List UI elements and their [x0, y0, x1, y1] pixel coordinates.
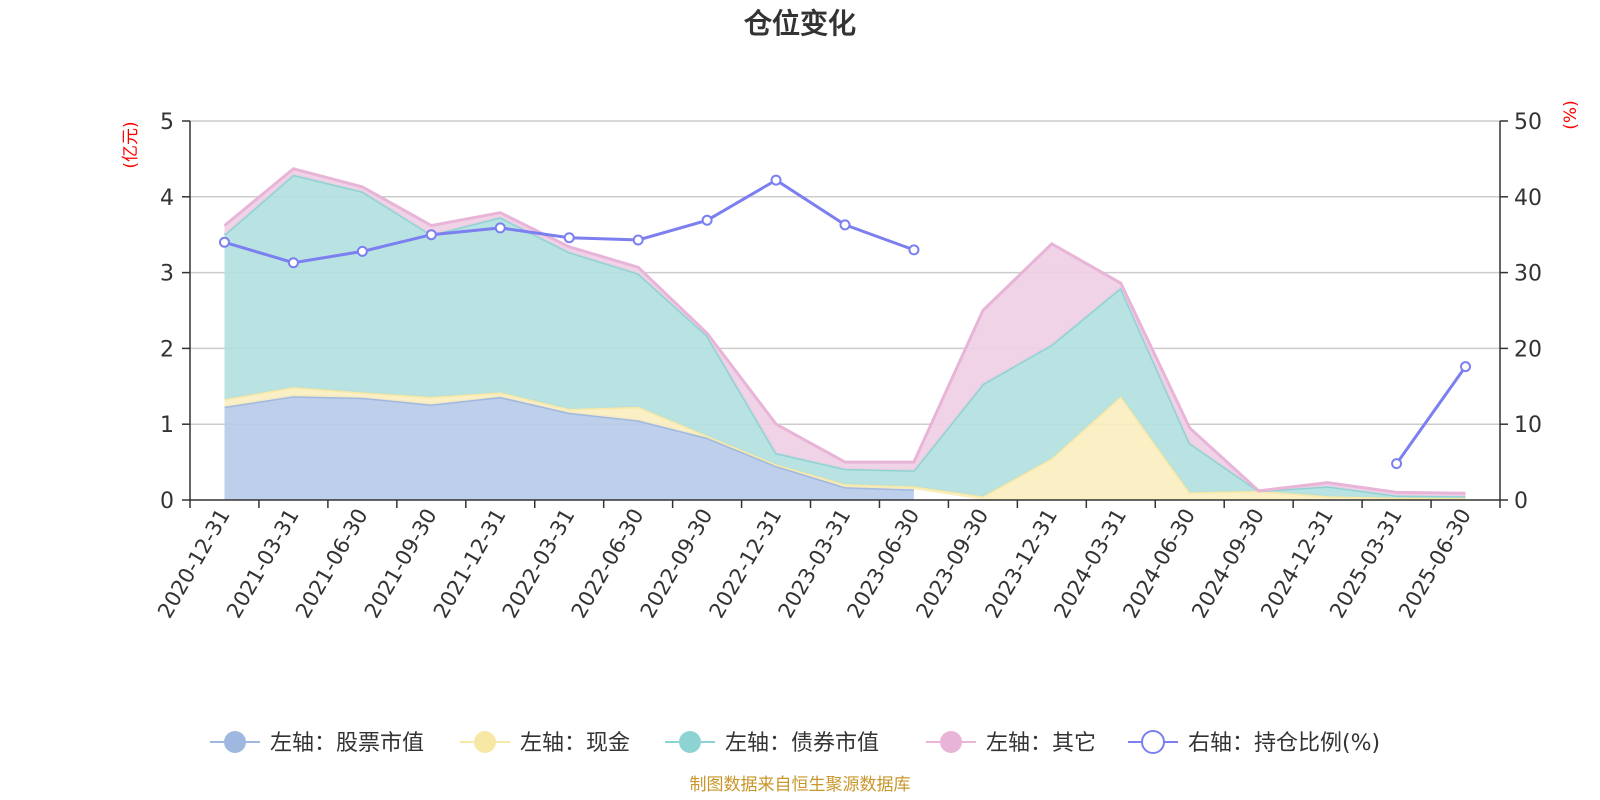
left-tick-label: 1	[160, 413, 174, 438]
ratio-point	[1391, 458, 1403, 470]
right-tick-label: 50	[1514, 110, 1542, 135]
right-axis-unit: (%)	[1561, 100, 1581, 129]
legend-label: 左轴：股票市值	[270, 731, 424, 756]
left-tick-label: 4	[160, 186, 174, 211]
x-tick-label: 2021-12-31	[429, 505, 511, 623]
legend-label: 左轴：其它	[986, 731, 1096, 756]
x-tick-label: 2024-03-31	[1049, 505, 1131, 623]
x-tick-label: 2021-03-31	[222, 505, 304, 623]
legend-marker	[940, 731, 962, 753]
ratio-point	[908, 244, 920, 256]
ratio-point	[356, 245, 368, 257]
x-tick-label: 2023-12-31	[980, 505, 1062, 623]
area-edge	[223, 167, 1466, 495]
ratio-point	[632, 234, 644, 246]
right-tick-label: 10	[1514, 413, 1542, 438]
left-tick-label: 3	[160, 262, 174, 287]
right-tick-label: 40	[1514, 186, 1542, 211]
ratio-line-path	[1395, 365, 1467, 465]
legend-label: 右轴：持仓比例(%)	[1188, 731, 1380, 756]
left-tick-label: 2	[160, 337, 174, 362]
stacked-areas	[223, 167, 1466, 500]
x-tick-label: 2021-06-30	[291, 505, 373, 623]
x-tick-label: 2024-12-31	[1256, 505, 1338, 623]
ratio-point	[770, 174, 782, 186]
ratio-point	[563, 232, 575, 244]
left-tick-label: 0	[160, 489, 174, 514]
source-note: 制图数据来自恒生聚源数据库	[690, 775, 911, 795]
x-tick-label: 2024-06-30	[1118, 505, 1200, 623]
right-tick-label: 30	[1514, 262, 1542, 287]
x-tick-label: 2023-03-31	[774, 505, 856, 623]
x-tick-label: 2025-03-31	[1325, 505, 1407, 623]
legend-marker	[474, 731, 496, 753]
ratio-line	[218, 174, 1472, 470]
x-tick-label: 2022-09-30	[636, 505, 718, 623]
area-fill	[224, 387, 1466, 500]
x-tick-label: 2022-03-31	[498, 505, 580, 623]
right-tick-label: 20	[1514, 337, 1542, 362]
x-tick-label: 2021-09-30	[360, 505, 442, 623]
ratio-point	[701, 214, 713, 226]
x-tick-label: 2024-09-30	[1187, 505, 1269, 623]
ratio-point	[494, 222, 506, 234]
ratio-point	[425, 229, 437, 241]
x-tick-label: 2022-06-30	[567, 505, 649, 623]
chart-title: 仓位变化	[744, 7, 856, 40]
x-tick-label: 2023-09-30	[911, 505, 993, 623]
area-fill	[224, 174, 1466, 498]
area-fill	[224, 396, 914, 500]
legend-label: 左轴：债券市值	[725, 731, 879, 756]
x-tick-label: 2023-06-30	[842, 505, 924, 623]
x-tick-label: 2025-06-30	[1394, 505, 1476, 623]
legend-marker	[224, 731, 246, 753]
legend-marker	[1141, 730, 1165, 754]
x-tick-label: 2020-12-31	[153, 505, 235, 623]
ratio-point	[839, 219, 851, 231]
legend-label: 左轴：现金	[520, 731, 630, 756]
right-tick-label: 0	[1514, 489, 1528, 514]
ratio-point	[287, 257, 299, 269]
ratio-point	[218, 236, 230, 248]
ratio-point	[1460, 361, 1472, 373]
legend-marker	[679, 731, 701, 753]
left-tick-label: 5	[160, 110, 174, 135]
left-axis-unit: (亿元)	[121, 121, 141, 168]
x-tick-label: 2022-12-31	[705, 505, 787, 623]
legend: 左轴：股票市值 左轴：现金 左轴：债券市值 左轴：其它 右轴：持仓比例(%)	[210, 730, 1380, 756]
